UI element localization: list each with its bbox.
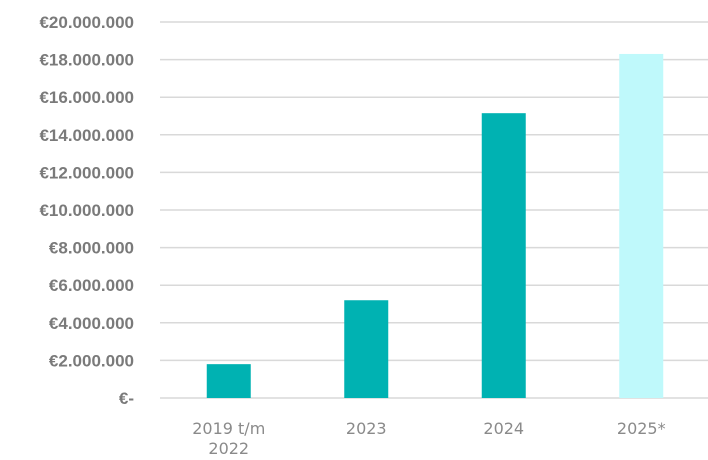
y-tick-label: €16.000.000 [39,88,134,107]
bar [206,364,251,398]
bars [206,53,664,399]
y-tick-label: €8.000.000 [49,239,134,258]
y-tick-label: €10.000.000 [39,201,134,220]
y-tick-label: €20.000.000 [39,13,134,32]
y-tick-label: €- [119,389,134,408]
x-tick-label: 2019 t/m 2022 [192,419,265,458]
gridlines [160,21,708,399]
x-tick-label: 2024 [483,419,524,438]
y-tick-label: €2.000.000 [49,351,134,370]
x-tick-label: 2025* [617,419,666,438]
y-axis-tick-labels: €- €2.000.000 €4.000.000 €6.000.000 €8.000.0… [39,13,134,408]
bar [619,53,664,399]
bar [344,300,389,398]
y-tick-label: €12.000.000 [39,163,134,182]
x-tick-label: 2023 [346,419,387,438]
x-axis-tick-labels: 2019 t/m 2022 2023 2024 2025* [192,419,665,458]
y-tick-label: €14.000.000 [39,126,134,145]
y-tick-label: €4.000.000 [49,314,134,333]
y-tick-label: €6.000.000 [49,276,134,295]
bar [481,113,526,399]
y-tick-label: €18.000.000 [39,51,134,70]
